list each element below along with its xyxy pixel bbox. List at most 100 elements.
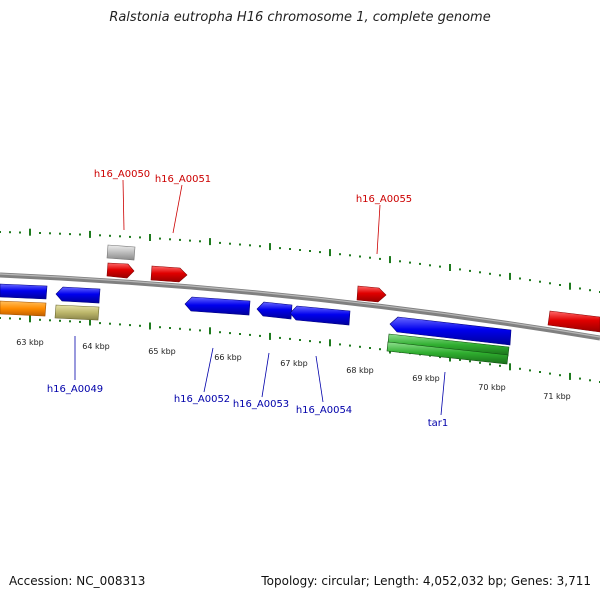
minor-tick — [59, 232, 61, 235]
major-tick — [149, 322, 151, 330]
minor-tick — [439, 356, 441, 359]
minor-tick — [479, 271, 481, 274]
minor-tick — [219, 331, 221, 334]
minor-tick — [179, 238, 181, 241]
feature-h16-A0054[interactable] — [289, 305, 351, 326]
feature-h16-A0049[interactable] — [55, 286, 101, 304]
minor-tick — [469, 360, 471, 363]
label-h16-A0053[interactable]: h16_A0053 — [233, 399, 289, 410]
minor-tick — [109, 234, 111, 237]
minor-tick — [349, 344, 351, 347]
minor-tick — [479, 361, 481, 364]
minor-tick — [539, 371, 541, 373]
major-tick — [509, 363, 511, 371]
minor-tick — [9, 317, 11, 320]
minor-tick — [289, 248, 291, 250]
major-tick — [329, 339, 331, 347]
minor-tick — [529, 279, 531, 282]
minor-tick — [359, 255, 361, 258]
feature-tar1-green-2[interactable] — [386, 341, 509, 365]
minor-tick — [179, 327, 181, 330]
tick-label-63kbp: 63 kbp — [16, 338, 44, 347]
label-h16-A0055[interactable]: h16_A0055 — [356, 194, 412, 205]
feature-left-orange[interactable] — [0, 300, 47, 317]
minor-tick — [319, 251, 321, 254]
minor-tick — [199, 240, 201, 243]
accession-text: Accession: NC_008313 — [9, 574, 146, 588]
minor-tick — [249, 244, 251, 247]
minor-tick — [459, 358, 461, 361]
label-h16-A0051[interactable]: h16_A0051 — [155, 174, 211, 185]
feature-h16-A0051[interactable] — [150, 265, 188, 283]
tick-label-65kbp: 65 kbp — [148, 347, 176, 356]
major-tick — [29, 228, 31, 236]
label-h16-A0049[interactable]: h16_A0049 — [47, 384, 103, 395]
minor-tick — [49, 232, 51, 235]
major-tick — [329, 249, 331, 257]
minor-tick — [189, 328, 191, 331]
minor-tick — [229, 242, 231, 245]
minor-tick — [319, 341, 321, 344]
minor-tick — [199, 329, 201, 332]
minor-tick — [399, 260, 401, 263]
minor-tick — [549, 282, 551, 285]
minor-tick — [0, 231, 1, 233]
minor-tick — [589, 379, 591, 382]
label-tar1[interactable]: tar1 — [428, 418, 449, 429]
major-tick — [29, 315, 31, 323]
minor-tick — [219, 241, 221, 244]
minor-tick — [579, 287, 581, 290]
minor-tick — [109, 322, 111, 325]
minor-tick — [159, 237, 161, 240]
minor-tick — [249, 333, 251, 336]
minor-tick — [279, 336, 281, 339]
minor-tick — [339, 343, 341, 346]
minor-tick — [39, 318, 41, 321]
minor-tick — [289, 337, 291, 340]
minor-tick — [519, 367, 521, 370]
genome-summary-text: Topology: circular; Length: 4,052,032 bp… — [261, 574, 591, 588]
minor-tick — [19, 317, 21, 320]
feature-left-blue[interactable] — [0, 283, 48, 300]
chromosome-backbone — [0, 272, 600, 341]
minor-tick — [49, 319, 51, 322]
minor-tick — [239, 243, 241, 246]
feature-h16-A0055[interactable] — [356, 285, 387, 303]
minor-tick — [499, 364, 501, 367]
minor-tick — [119, 235, 121, 238]
label-h16-A0054[interactable]: h16_A0054 — [296, 405, 352, 416]
minor-tick — [79, 233, 81, 236]
minor-tick — [259, 334, 261, 337]
minor-tick — [339, 253, 341, 256]
minor-tick — [119, 323, 121, 326]
major-tick — [389, 256, 391, 264]
minor-tick — [169, 238, 171, 241]
major-tick — [509, 272, 511, 280]
feature-right-forward[interactable] — [547, 310, 600, 333]
feature-h16-A0052[interactable] — [184, 296, 251, 316]
minor-tick — [589, 289, 591, 292]
minor-tick — [559, 374, 561, 377]
feature-tar1[interactable] — [389, 316, 512, 346]
label-h16-A0050[interactable]: h16_A0050 — [94, 169, 150, 180]
map-title: Ralstonia eutropha H16 chromosome 1, com… — [109, 10, 491, 25]
tick-label-68kbp: 68 kbp — [346, 366, 374, 375]
label-h16-A0052[interactable]: h16_A0052 — [174, 394, 230, 405]
feature-h16-A0050-gray[interactable] — [106, 244, 136, 261]
feature-h16-A0049-olive[interactable] — [54, 304, 100, 321]
minor-tick — [299, 339, 301, 341]
minor-tick — [189, 239, 191, 242]
minor-tick — [539, 280, 541, 283]
minor-tick — [169, 327, 171, 329]
feature-h16-A0053[interactable] — [256, 301, 293, 320]
minor-tick — [439, 265, 441, 268]
minor-tick — [579, 377, 581, 380]
feature-h16-A0050[interactable] — [106, 262, 135, 279]
minor-tick — [0, 317, 1, 319]
minor-tick — [69, 320, 71, 323]
minor-tick — [259, 245, 261, 248]
major-tick — [449, 264, 451, 271]
minor-tick — [409, 261, 411, 264]
minor-tick — [519, 277, 521, 280]
major-tick — [209, 327, 211, 335]
